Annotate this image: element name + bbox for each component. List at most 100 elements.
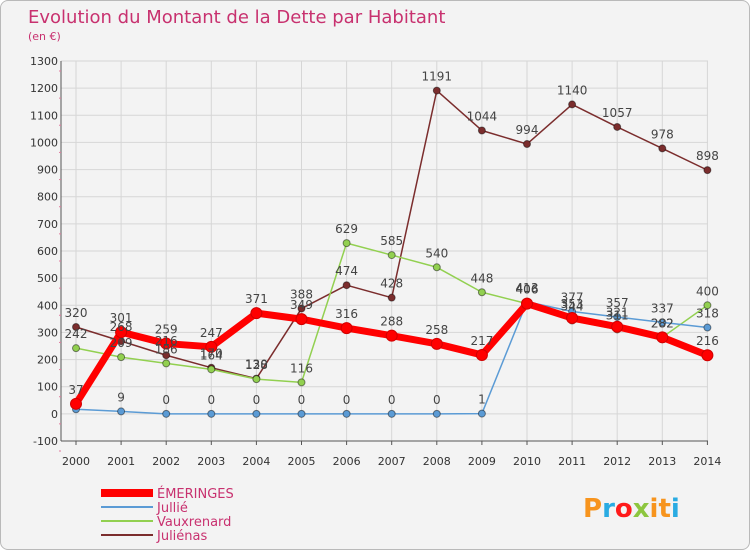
data-point <box>342 409 351 418</box>
x-tick-label: 2008 <box>423 455 451 468</box>
data-label: 1191 <box>422 70 453 84</box>
x-tick-label: 2011 <box>558 455 586 468</box>
data-label: 37 <box>68 383 83 397</box>
data-point <box>387 409 396 418</box>
legend-label: Juliénas <box>156 529 208 544</box>
x-tick-label: 2007 <box>378 455 406 468</box>
data-label: 349 <box>290 298 313 312</box>
data-label: 0 <box>162 393 170 407</box>
data-label: 209 <box>110 336 133 350</box>
data-label: 282 <box>651 316 674 330</box>
data-point <box>160 337 173 350</box>
data-label: 0 <box>433 393 441 407</box>
y-tick-label: 1300 <box>30 55 58 68</box>
data-label: 406 <box>516 283 539 297</box>
y-tick-label: -100 <box>33 435 58 448</box>
data-point <box>432 86 441 95</box>
legend-label: Jullié <box>156 501 188 516</box>
data-point <box>162 409 171 418</box>
data-label: 216 <box>696 334 719 348</box>
y-tick-label: 700 <box>37 218 58 231</box>
data-point <box>656 331 669 344</box>
data-label: 258 <box>425 323 448 337</box>
data-point <box>342 239 351 248</box>
data-label: 164 <box>200 348 223 362</box>
y-tick-label: 300 <box>37 326 58 339</box>
y-tick-label: 0 <box>51 408 58 421</box>
data-point <box>295 313 308 326</box>
data-label: 585 <box>380 234 403 248</box>
y-tick-label: 800 <box>37 191 58 204</box>
data-label: 318 <box>696 307 719 321</box>
data-label: 337 <box>651 301 674 315</box>
data-point <box>658 318 667 327</box>
chart-subtitle: (en €) <box>28 30 61 43</box>
data-point <box>252 409 261 418</box>
y-tick-label: 600 <box>37 245 58 258</box>
x-tick-label: 2014 <box>693 455 721 468</box>
data-label: 247 <box>200 326 223 340</box>
data-point <box>297 304 306 313</box>
data-label: 242 <box>65 327 88 341</box>
logo-letter: t <box>658 494 670 524</box>
data-label: 0 <box>388 393 396 407</box>
data-point <box>117 353 126 362</box>
data-label: 978 <box>651 127 674 141</box>
data-point <box>115 326 128 339</box>
data-point <box>432 409 441 418</box>
y-tick-label: 500 <box>37 272 58 285</box>
x-tick-label: 2013 <box>648 455 676 468</box>
data-label: 629 <box>335 222 358 236</box>
y-tick-label: 400 <box>37 299 58 312</box>
x-tick-label: 2005 <box>288 455 316 468</box>
data-label: 216 <box>155 334 178 348</box>
data-label: 170 <box>200 347 223 361</box>
data-label: 344 <box>561 299 584 313</box>
data-point <box>385 329 398 342</box>
data-label: 1057 <box>602 106 633 120</box>
data-label: 116 <box>290 361 313 375</box>
data-point <box>703 323 712 332</box>
x-tick-label: 2010 <box>513 455 541 468</box>
data-label: 320 <box>65 306 88 320</box>
logo-letter: i <box>650 494 659 524</box>
logo-letter: x <box>633 494 650 524</box>
data-point <box>162 359 171 368</box>
y-tick-label: 1200 <box>30 82 58 95</box>
x-tick-label: 2003 <box>197 455 225 468</box>
x-tick-label: 2000 <box>62 455 90 468</box>
data-point <box>613 122 622 131</box>
data-label: 288 <box>380 315 403 329</box>
data-point <box>703 166 712 175</box>
data-point <box>297 378 306 387</box>
data-label: 994 <box>516 123 539 137</box>
data-label: 413 <box>516 281 539 295</box>
data-label: 301 <box>110 311 133 325</box>
data-point <box>252 375 261 384</box>
y-tick-label: 1100 <box>30 109 58 122</box>
data-point <box>207 365 216 374</box>
data-point <box>297 409 306 418</box>
data-label: 898 <box>696 149 719 163</box>
data-point <box>523 140 531 149</box>
x-tick-label: 2004 <box>242 455 270 468</box>
data-point <box>432 263 441 272</box>
data-label: 353 <box>561 297 584 311</box>
data-label: 540 <box>425 246 448 260</box>
data-label: 0 <box>298 393 306 407</box>
legend-label: Vauxrenard <box>157 515 231 530</box>
data-label: 1044 <box>467 109 498 123</box>
data-label: 0 <box>207 393 215 407</box>
data-label: 217 <box>470 334 493 348</box>
data-label: 0 <box>343 393 351 407</box>
data-point <box>117 407 126 416</box>
data-point <box>207 409 216 418</box>
data-label: 268 <box>110 320 133 334</box>
data-point <box>205 340 218 353</box>
data-point <box>70 397 82 410</box>
x-tick-label: 2006 <box>333 455 361 468</box>
y-tick-label: 1000 <box>30 136 58 149</box>
data-label: 128 <box>245 358 268 372</box>
